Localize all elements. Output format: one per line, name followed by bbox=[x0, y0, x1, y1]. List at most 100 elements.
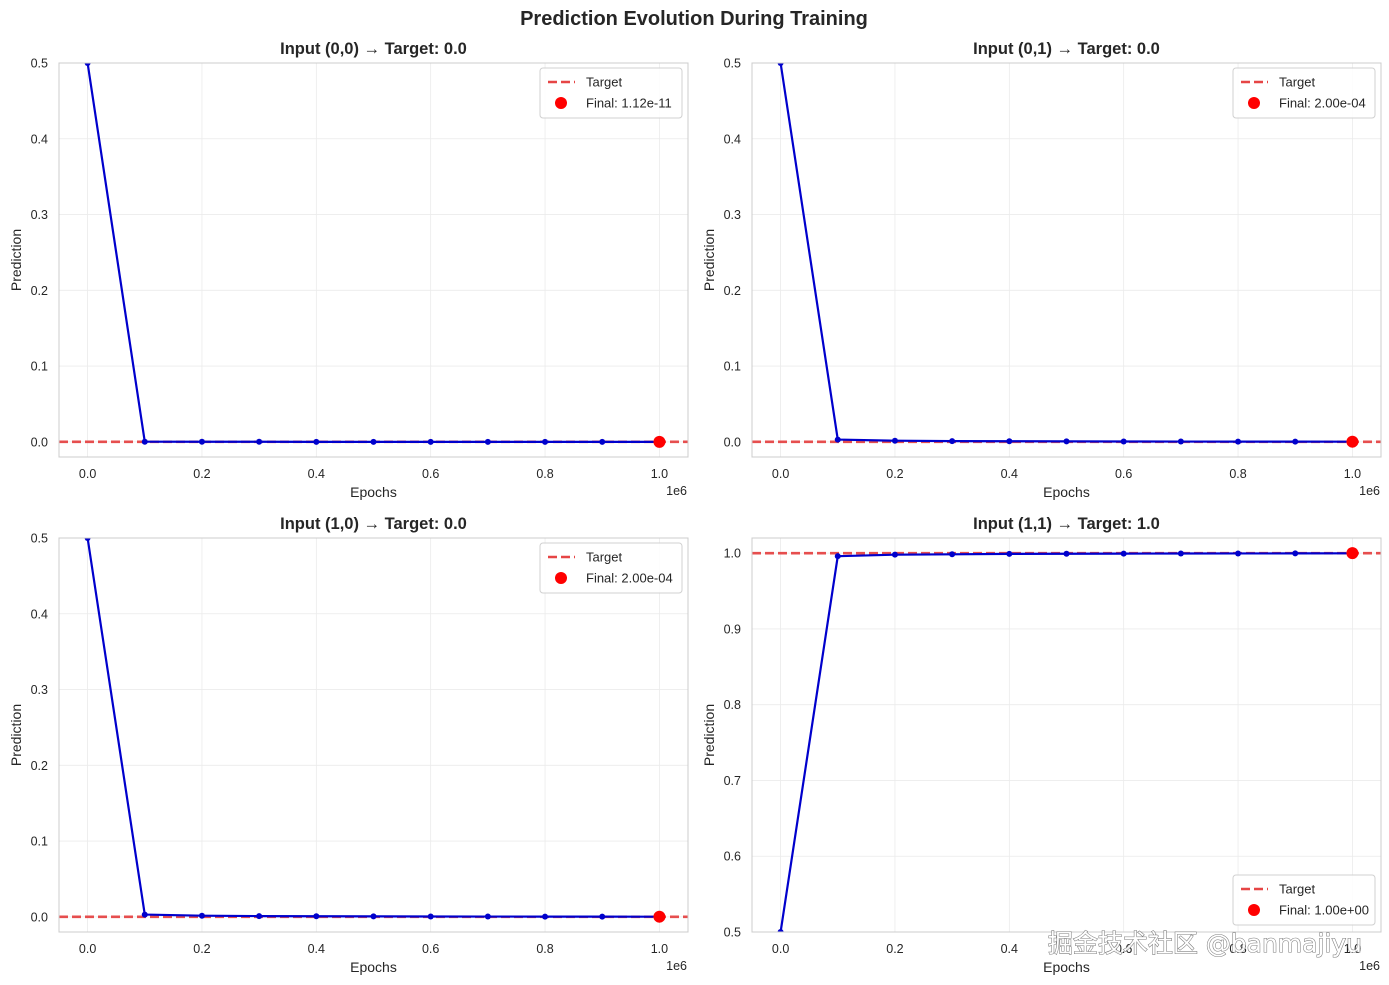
x-tick-label: 0.6 bbox=[1115, 467, 1132, 481]
data-point bbox=[256, 913, 263, 920]
data-point bbox=[599, 913, 606, 920]
legend: Target Final: 1.12e-11 bbox=[539, 67, 683, 119]
subplot-title: Input (0,0) → Target: 0.0 bbox=[280, 40, 467, 58]
data-point bbox=[1177, 438, 1184, 445]
legend-box bbox=[1232, 67, 1376, 119]
y-tick-label: 1.0 bbox=[724, 547, 741, 561]
x-tick-label: 0.8 bbox=[536, 942, 553, 956]
plot-area bbox=[59, 538, 688, 932]
x-tick-label: 0.0 bbox=[79, 942, 96, 956]
data-point bbox=[834, 436, 841, 443]
legend-target-label: Target bbox=[1279, 75, 1316, 90]
y-tick-label: 0.5 bbox=[31, 532, 48, 546]
data-point bbox=[1235, 438, 1242, 445]
data-point bbox=[542, 438, 549, 445]
x-axis-label: Epochs bbox=[1043, 484, 1090, 500]
data-point bbox=[427, 913, 434, 920]
y-tick-label: 0.4 bbox=[724, 132, 741, 146]
x-tick-label: 0.2 bbox=[886, 467, 903, 481]
x-tick-label: 0.0 bbox=[772, 942, 789, 956]
x-tick-label: 0.2 bbox=[193, 467, 210, 481]
legend-box bbox=[539, 67, 683, 119]
final-marker bbox=[1346, 547, 1359, 560]
y-tick-label: 0.6 bbox=[724, 850, 741, 864]
final-marker bbox=[653, 910, 666, 923]
data-point bbox=[141, 911, 148, 918]
x-tick-label: 0.2 bbox=[193, 942, 210, 956]
y-tick-label: 0.8 bbox=[724, 698, 741, 712]
y-tick-label: 0.2 bbox=[31, 759, 48, 773]
y-tick-label: 0.0 bbox=[31, 435, 48, 449]
data-point bbox=[198, 912, 205, 919]
subplot-1: 0.0 0.2 0.4 0.6 0.8 1.0 0.0 0.1 0.2 0.3 0.4 0.5 Inpu… bbox=[8, 40, 689, 500]
data-point bbox=[777, 929, 784, 932]
x-tick-label: 1.0 bbox=[1344, 467, 1361, 481]
data-point bbox=[777, 63, 784, 66]
x-tick-label: 0.4 bbox=[308, 467, 325, 481]
data-point bbox=[370, 438, 377, 445]
x-tick-label: 0.2 bbox=[886, 942, 903, 956]
plot-content bbox=[59, 538, 688, 923]
y-axis-label: Prediction bbox=[701, 229, 717, 291]
data-point bbox=[84, 63, 91, 66]
data-point bbox=[370, 913, 377, 920]
data-point bbox=[1006, 438, 1013, 445]
data-point bbox=[1006, 550, 1013, 557]
y-tick-label: 0.3 bbox=[31, 208, 48, 222]
data-point bbox=[484, 913, 491, 920]
subplot-2: 0.0 0.2 0.4 0.6 0.8 1.0 0.0 0.1 0.2 0.3 0.4 0.5 Inpu… bbox=[701, 40, 1382, 500]
y-tick-label: 0.0 bbox=[724, 435, 741, 449]
data-point bbox=[949, 551, 956, 558]
y-tick-label: 0.3 bbox=[724, 208, 741, 222]
data-point bbox=[1063, 550, 1070, 557]
y-tick-label: 0.3 bbox=[31, 683, 48, 697]
x-tick-label: 0.8 bbox=[536, 467, 553, 481]
y-axis-label: Prediction bbox=[8, 229, 24, 291]
final-marker bbox=[1346, 435, 1359, 448]
data-point bbox=[1177, 550, 1184, 557]
x-tick-label: 0.8 bbox=[1229, 942, 1246, 956]
legend: Target Final: 2.00e-04 bbox=[539, 542, 683, 594]
data-point bbox=[1120, 438, 1127, 445]
legend-box bbox=[539, 542, 683, 594]
data-point bbox=[891, 437, 898, 444]
final-marker bbox=[653, 435, 666, 448]
x-offset-label: 1e6 bbox=[1359, 484, 1380, 498]
data-point bbox=[1063, 438, 1070, 445]
legend-box bbox=[1232, 874, 1376, 926]
subplot-title: Input (1,0) → Target: 0.0 bbox=[280, 515, 467, 533]
data-point bbox=[484, 438, 491, 445]
legend-final-swatch bbox=[555, 572, 567, 584]
data-point bbox=[1235, 550, 1242, 557]
data-point bbox=[599, 438, 606, 445]
subplot-4: 0.0 0.2 0.4 0.6 0.8 1.0 0.5 0.6 0.7 0.8 0.9 1.0 Inpu… bbox=[701, 515, 1382, 975]
axes-frame bbox=[58, 537, 689, 933]
y-tick-label: 0.5 bbox=[31, 57, 48, 71]
data-point bbox=[542, 913, 549, 920]
x-tick-label: 0.4 bbox=[308, 942, 325, 956]
data-point bbox=[313, 913, 320, 920]
x-tick-label: 0.6 bbox=[422, 942, 439, 956]
data-point bbox=[891, 551, 898, 558]
x-tick-label: 0.4 bbox=[1001, 467, 1018, 481]
legend-target-label: Target bbox=[586, 550, 623, 565]
data-point bbox=[1292, 438, 1299, 445]
x-axis-label: Epochs bbox=[350, 484, 397, 500]
watermark-text: 掘金技术社区 @banmajiyu bbox=[1048, 929, 1362, 958]
data-point bbox=[1292, 550, 1299, 557]
y-tick-label: 0.7 bbox=[724, 774, 741, 788]
legend-final-label: Final: 1.00e+00 bbox=[1279, 903, 1369, 918]
legend: Target Final: 1.00e+00 bbox=[1232, 874, 1376, 926]
legend-final-swatch bbox=[1248, 97, 1260, 109]
axes-frame bbox=[751, 537, 1382, 933]
data-point bbox=[313, 438, 320, 445]
x-axis-label: Epochs bbox=[1043, 959, 1090, 975]
legend-final-label: Final: 1.12e-11 bbox=[586, 96, 672, 111]
x-offset-label: 1e6 bbox=[666, 959, 687, 973]
y-tick-label: 0.5 bbox=[724, 57, 741, 71]
subplots: 0.0 0.2 0.4 0.6 0.8 1.0 0.0 0.1 0.2 0.3 0.4 0.5 Inpu… bbox=[8, 40, 1382, 975]
plot-area bbox=[752, 63, 1381, 457]
legend-target-label: Target bbox=[1279, 882, 1316, 897]
y-tick-label: 0.5 bbox=[724, 926, 741, 940]
